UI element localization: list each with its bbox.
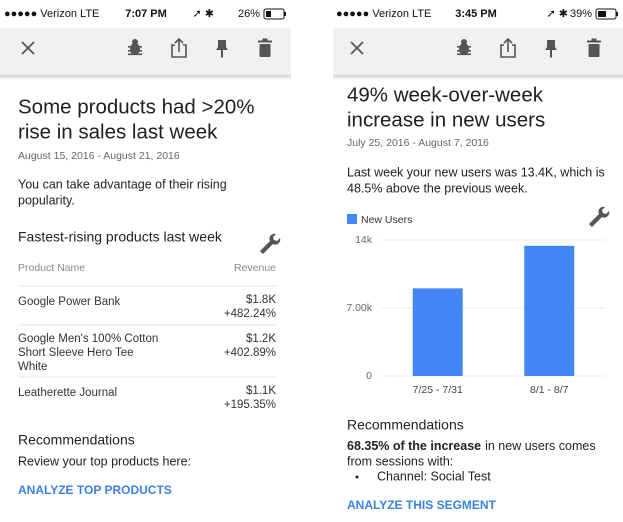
battery-percent: 26%	[238, 8, 260, 20]
title: 49% week-over-week	[347, 83, 544, 106]
action-link[interactable]: ANALYZE TOP PRODUCTS	[18, 483, 172, 497]
date-range: August 15, 2016 - August 21, 2016	[18, 150, 180, 162]
product-name: Google Power Bank	[18, 296, 121, 308]
x-tick-label: 8/1 - 8/7	[530, 384, 569, 396]
intro: popularity.	[18, 193, 75, 207]
revenue-change: +402.89%	[224, 347, 276, 359]
right-screen: ●●●●● Verizon LTE 3:45 PM 39% ➚ ✱ 49% we…	[333, 8, 623, 512]
battery-icon: ➚ ✱	[193, 8, 286, 20]
product-name: Leatherette Journal	[18, 387, 117, 399]
x-tick-label: 7/25 - 7/31	[413, 384, 463, 396]
bullet: Channel: Social Test	[377, 469, 491, 483]
recommendations-summary: 68.35% of the increase in new users comes	[347, 439, 596, 453]
column-header: Revenue	[234, 262, 276, 274]
title: rise in sales last week	[18, 120, 218, 143]
clock: 7:07 PM	[125, 8, 167, 20]
recommendations-summary: from sessions with:	[347, 454, 453, 468]
product-name: Google Men's 100% Cotton	[18, 333, 158, 345]
carrier: ●●●●● Verizon LTE	[336, 8, 431, 20]
battery-percent: 39%	[570, 8, 592, 20]
product-name: Short Sleeve Hero Tee	[18, 347, 134, 359]
svg-text:➚ ✱: ➚ ✱	[193, 8, 215, 20]
recommendations-heading: Recommendations	[18, 432, 135, 448]
toolbar	[333, 28, 623, 75]
bullet-dot	[355, 475, 359, 479]
bar	[412, 288, 463, 376]
table-title: Fastest-rising products last week	[18, 229, 223, 245]
revenue: $1.2K	[246, 333, 276, 345]
revenue-change: +195.35%	[224, 399, 276, 411]
product-name: White	[18, 361, 47, 373]
legend-swatch	[347, 214, 357, 224]
left-screen: ●●●●● Verizon LTE 7:07 PM 26% ➚ ✱ Some p…	[0, 8, 291, 497]
wrench-icon[interactable]	[589, 206, 610, 227]
wrench-icon[interactable]	[260, 233, 281, 254]
revenue-change: +482.24%	[224, 308, 276, 320]
intro: You can take advantage of their rising	[18, 177, 227, 191]
y-tick-label: 7.00k	[346, 302, 372, 314]
summary-bold: 68.35% of the increase	[347, 439, 481, 453]
recommendations-heading: Recommendations	[347, 417, 464, 433]
column-header: Product Name	[18, 262, 85, 274]
revenue: $1.1K	[246, 385, 276, 397]
svg-text:➚ ✱: ➚ ✱	[547, 8, 569, 20]
battery-icon: ➚ ✱	[547, 8, 618, 20]
summary-text: in new users comes	[485, 439, 595, 453]
date-range: July 25, 2016 - August 7, 2016	[347, 137, 489, 149]
carrier: ●●●●● Verizon LTE	[4, 8, 99, 20]
chart: New Users 0 7.00k 14k 7/25 - 7/31 8/1 - 8/7	[346, 214, 605, 396]
toolbar	[0, 28, 291, 75]
action-link[interactable]: ANALYZE THIS SEGMENT	[347, 498, 497, 512]
bar	[524, 245, 575, 376]
intro: 48.5% above the previous week.	[347, 181, 528, 195]
title: increase in new users	[347, 108, 545, 131]
revenue: $1.8K	[246, 294, 276, 306]
legend-label: New Users	[361, 214, 412, 226]
y-tick-label: 0	[366, 370, 372, 382]
toolbar-shadow	[333, 75, 623, 80]
recommendations-text: Review your top products here:	[18, 454, 191, 468]
title: Some products had >20%	[18, 95, 254, 118]
toolbar-shadow	[0, 75, 291, 80]
intro: Last week your new users was 13.4K, whic…	[347, 165, 605, 179]
clock: 3:45 PM	[455, 8, 497, 20]
y-tick-label: 14k	[355, 234, 373, 246]
